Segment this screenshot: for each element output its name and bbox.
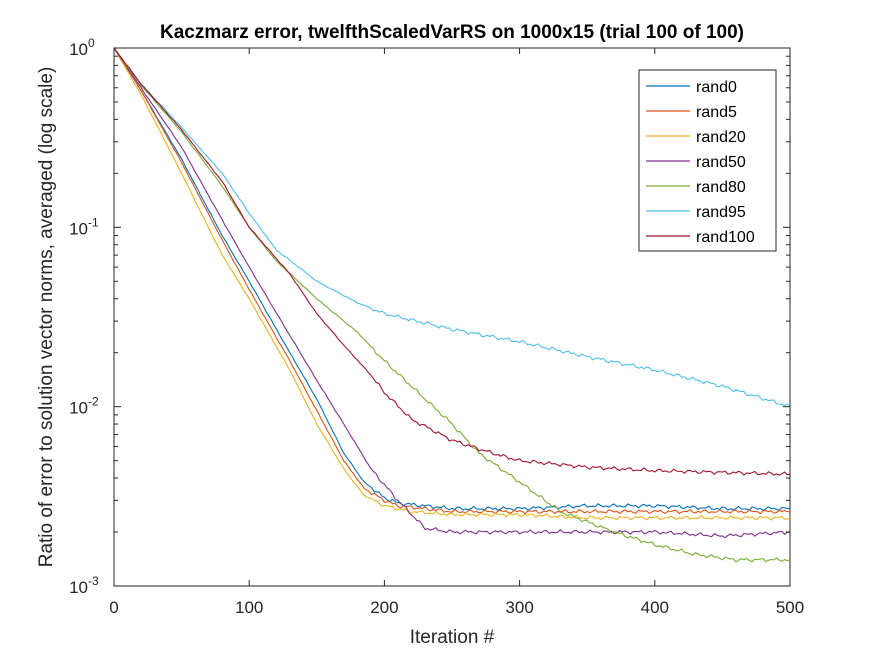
y-tick-label: 10: [69, 219, 88, 238]
y-tick-exponent: -1: [88, 215, 99, 229]
legend-label-rand50: rand50: [696, 154, 746, 171]
y-tick-exponent: -2: [88, 395, 99, 409]
legend-label-rand80: rand80: [696, 179, 746, 196]
series-line-rand0: [113, 47, 791, 512]
legend-label-rand100: rand100: [696, 229, 755, 246]
series-lines: [113, 47, 791, 563]
legend-label-rand5: rand5: [696, 104, 737, 121]
x-tick-label: 0: [109, 598, 118, 617]
legend-label-rand95: rand95: [696, 204, 746, 221]
y-axis-label: Ratio of error to solution vector norms,…: [36, 67, 57, 568]
x-tick-label: 400: [641, 598, 669, 617]
y-tick-exponent: 0: [88, 36, 95, 50]
legend-label-rand20: rand20: [696, 129, 746, 146]
x-tick-label: 200: [370, 598, 398, 617]
series-line-rand5: [113, 47, 791, 515]
x-tick-label: 300: [505, 598, 533, 617]
series-line-rand80: [113, 47, 791, 563]
x-axis-label: Iteration #: [410, 627, 495, 648]
series-line-rand100: [113, 47, 791, 476]
chart-title: Kaczmarz error, twelfthScaledVarRS on 10…: [160, 22, 744, 43]
x-tick-label: 100: [235, 598, 263, 617]
y-tick-exponent: -3: [88, 574, 99, 588]
series-line-rand95: [113, 47, 791, 408]
y-tick-label: 10: [69, 40, 88, 59]
x-tick-label: 500: [776, 598, 804, 617]
series-line-rand20: [113, 47, 791, 521]
y-tick-label: 10: [69, 578, 88, 597]
legend-label-rand0: rand0: [696, 79, 737, 96]
y-tick-label: 10: [69, 399, 88, 418]
series-line-rand50: [113, 47, 791, 539]
legend: rand0 rand5 rand20 rand50 rand80 rand95 rand10…: [638, 69, 777, 252]
